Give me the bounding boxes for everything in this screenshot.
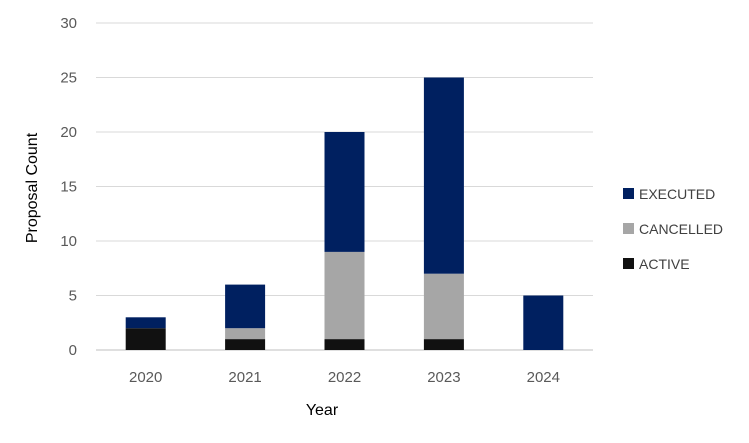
- x-tick-label: 2022: [328, 369, 361, 386]
- y-tick-label: 25: [60, 70, 77, 87]
- y-tick-label: 15: [60, 179, 77, 196]
- y-tick-label: 10: [60, 233, 77, 250]
- bar-executed-2023: [423, 77, 464, 274]
- bar-cancelled-2021: [225, 328, 266, 340]
- bar-executed-2022: [324, 132, 365, 252]
- y-tick-label: 0: [69, 342, 77, 359]
- legend-swatch: [623, 188, 634, 199]
- legend-swatch: [623, 223, 634, 234]
- bar-cancelled-2022: [324, 251, 365, 340]
- bar-active-2022: [324, 339, 365, 350]
- x-tick-label: 2021: [228, 369, 261, 386]
- x-tick-label: 2024: [527, 369, 560, 386]
- bar-active-2021: [225, 339, 266, 350]
- legend: EXECUTED CANCELLED ACTIVE: [623, 176, 723, 281]
- y-axis-title: Proposal Count: [24, 132, 41, 243]
- legend-swatch: [623, 258, 634, 269]
- legend-item-executed: EXECUTED: [623, 176, 723, 211]
- bar-active-2023: [423, 339, 464, 350]
- legend-label: EXECUTED: [639, 185, 716, 202]
- bar-active-2020: [125, 328, 166, 350]
- legend-item-cancelled: CANCELLED: [623, 211, 723, 246]
- bar-executed-2020: [125, 317, 166, 329]
- bars: [125, 77, 564, 350]
- x-tick-labels: 2020 2021 2022 2023 2024: [129, 369, 560, 386]
- bar-executed-2024: [523, 295, 564, 350]
- y-tick-label: 5: [69, 288, 77, 305]
- legend-label: CANCELLED: [639, 220, 724, 237]
- bar-cancelled-2023: [423, 273, 464, 340]
- x-tick-label: 2023: [427, 369, 460, 386]
- x-axis-title: Year: [306, 402, 339, 419]
- y-tick-label: 30: [60, 15, 77, 32]
- x-tick-label: 2020: [129, 369, 162, 386]
- legend-item-active: ACTIVE: [623, 246, 723, 281]
- y-tick-label: 20: [60, 124, 77, 141]
- bar-executed-2021: [225, 284, 266, 329]
- legend-label: ACTIVE: [639, 255, 690, 272]
- y-tick-labels: 0 5 10 15 20 25 30: [60, 15, 77, 359]
